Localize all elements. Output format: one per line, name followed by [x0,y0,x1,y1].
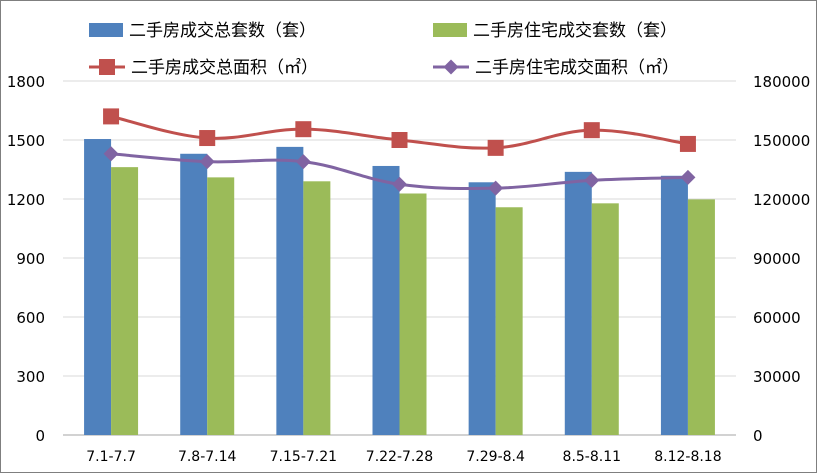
left-axis-tick-label: 0 [35,427,45,445]
left-axis-tick-label: 1500 [7,132,45,150]
legend-label: 二手房住宅成交套数（套） [473,21,677,41]
left-axis-ticks: 0 300 600 900 1200 1500 1800 [7,73,45,445]
x-axis-ticks: 7.1-7.7 7.8-7.14 7.15-7.21 7.22-7.28 7.29-8.… [86,449,721,465]
left-axis-tick-label: 1200 [7,191,45,209]
line-point-diamond [103,146,119,162]
bar [468,182,496,435]
bar [495,207,523,435]
line-point-square [487,139,504,156]
bar [399,193,427,435]
legend-swatch-bar [433,23,467,37]
legend-label: 二手房成交总面积（㎡） [131,58,318,78]
bar [276,146,304,435]
right-axis-tick-label: 120000 [753,191,810,209]
bar [180,153,208,435]
line-point-diamond [392,176,407,192]
legend-label: 二手房住宅成交面积（㎡） [475,58,679,78]
x-axis-tick-label: 8.5-8.11 [563,449,622,465]
line-point-square [391,132,408,148]
bar [591,203,619,435]
right-axis-tick-label: 30000 [753,368,801,386]
right-axis-tick-label: 150000 [753,132,810,150]
line-point-square [583,122,600,139]
line-point-diamond [199,154,215,170]
bar [372,165,400,435]
line-point-diamond [295,154,311,170]
line-point-square [99,59,115,75]
left-axis-tick-label: 900 [16,250,45,268]
right-axis-tick-label: 180000 [753,73,810,91]
line-point-diamond [488,180,504,196]
bar-series-group [84,139,715,436]
x-axis-tick-label: 7.22-7.28 [366,449,433,465]
line-point-square [295,121,312,138]
left-axis-tick-label: 1800 [7,73,45,91]
line-series-group [103,108,696,196]
right-axis-tick-label: 60000 [753,309,801,327]
x-axis-tick-label: 7.8-7.14 [178,449,237,465]
bar [687,199,715,435]
bar [303,181,331,435]
legend-swatch-bar [89,23,123,37]
line-point-diamond [443,59,459,75]
x-axis-tick-label: 7.1-7.7 [86,449,136,465]
left-axis-tick-label: 300 [16,368,45,386]
right-axis-tick-label: 90000 [753,250,801,268]
line-point-square [103,108,120,125]
x-axis-tick-label: 8.12-8.18 [654,449,721,465]
bar [111,167,139,435]
bar [660,175,688,435]
legend: 二手房成交总套数（套） 二手房住宅成交套数（套） 二手房成交总面积（㎡） 二手房住宅成… [89,21,679,78]
bar [564,171,592,436]
line-point-square [679,135,696,152]
line-point-diamond [680,169,696,185]
left-axis-tick-label: 600 [16,309,45,327]
x-axis-tick-label: 7.15-7.21 [270,449,337,465]
legend-label: 二手房成交总套数（套） [129,21,316,41]
right-axis-tick-label: 0 [753,427,763,445]
line-point-diamond [584,172,600,188]
line-point-square [199,130,216,147]
x-axis-tick-label: 7.29-8.4 [466,449,525,465]
bar [84,139,112,435]
bar [207,177,235,435]
right-axis-ticks: 0 30000 60000 90000 120000 150000 180000 [753,73,810,445]
